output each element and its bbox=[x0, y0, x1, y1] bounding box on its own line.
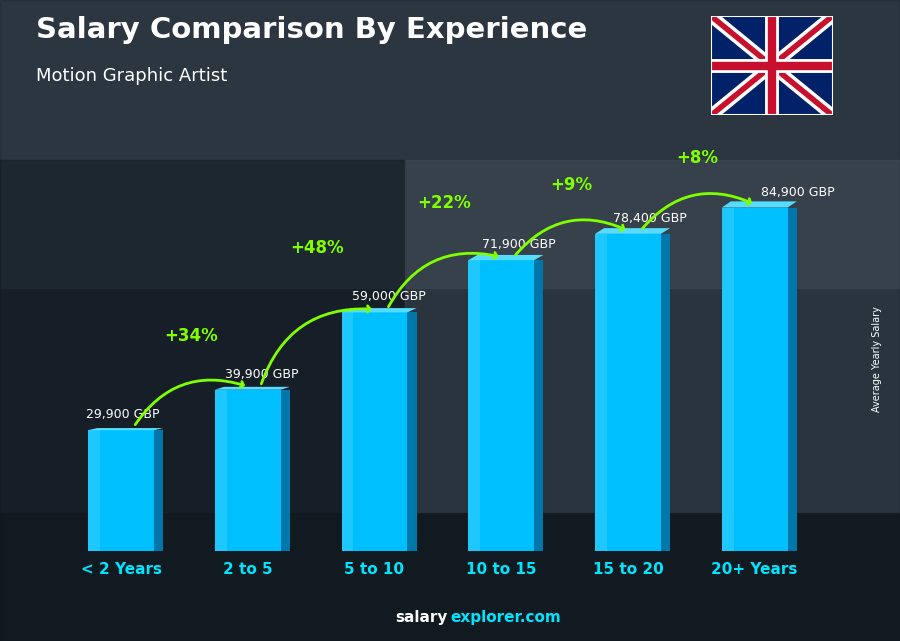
Text: +8%: +8% bbox=[677, 149, 718, 167]
Bar bbox=[722, 208, 734, 551]
Text: 29,900 GBP: 29,900 GBP bbox=[86, 408, 159, 421]
Bar bbox=[595, 234, 607, 551]
Bar bbox=[722, 208, 788, 551]
Bar bbox=[0, 160, 405, 513]
Bar bbox=[215, 390, 281, 551]
Text: +34%: +34% bbox=[164, 327, 218, 345]
Bar bbox=[468, 260, 480, 551]
Text: 84,900 GBP: 84,900 GBP bbox=[761, 186, 834, 199]
Bar bbox=[0, 513, 900, 641]
FancyBboxPatch shape bbox=[661, 234, 670, 551]
Text: 71,900 GBP: 71,900 GBP bbox=[482, 238, 556, 251]
Text: +48%: +48% bbox=[291, 239, 345, 257]
Polygon shape bbox=[722, 201, 796, 208]
Text: Salary Comparison By Experience: Salary Comparison By Experience bbox=[36, 16, 587, 44]
Text: explorer.com: explorer.com bbox=[450, 610, 561, 625]
Bar bbox=[88, 430, 100, 551]
Text: +22%: +22% bbox=[418, 194, 471, 212]
Text: 39,900 GBP: 39,900 GBP bbox=[225, 368, 299, 381]
Polygon shape bbox=[595, 228, 670, 234]
FancyBboxPatch shape bbox=[788, 208, 796, 551]
Bar bbox=[215, 390, 227, 551]
Polygon shape bbox=[468, 255, 544, 260]
Text: +9%: +9% bbox=[550, 176, 592, 194]
FancyBboxPatch shape bbox=[154, 430, 163, 551]
Bar bbox=[595, 234, 661, 551]
Bar bbox=[341, 312, 408, 551]
Text: salary: salary bbox=[395, 610, 447, 625]
Polygon shape bbox=[341, 308, 417, 312]
Bar bbox=[0, 0, 900, 288]
FancyBboxPatch shape bbox=[281, 390, 290, 551]
Text: Average Yearly Salary: Average Yearly Salary bbox=[872, 306, 883, 412]
Bar bbox=[405, 160, 900, 513]
Bar bbox=[341, 312, 354, 551]
Polygon shape bbox=[215, 387, 290, 390]
Text: 78,400 GBP: 78,400 GBP bbox=[613, 212, 687, 225]
Polygon shape bbox=[88, 428, 163, 430]
FancyBboxPatch shape bbox=[408, 312, 417, 551]
Bar bbox=[88, 430, 154, 551]
FancyBboxPatch shape bbox=[534, 260, 544, 551]
Bar bbox=[468, 260, 534, 551]
Text: 59,000 GBP: 59,000 GBP bbox=[352, 290, 426, 303]
Text: Motion Graphic Artist: Motion Graphic Artist bbox=[36, 67, 227, 85]
